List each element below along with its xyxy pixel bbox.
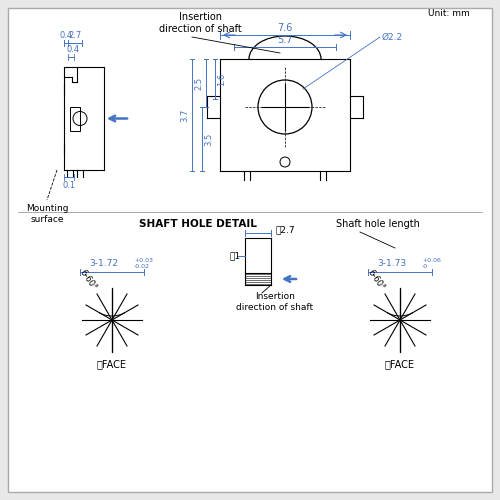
Text: 1.6: 1.6 xyxy=(218,72,226,86)
Text: +0.06: +0.06 xyxy=(422,258,441,264)
Bar xyxy=(70,106,80,130)
Text: 7.6: 7.6 xyxy=(278,23,292,33)
Text: 3.7: 3.7 xyxy=(180,108,190,122)
Text: ⒶFACE: ⒶFACE xyxy=(385,359,415,369)
Text: Insertion
direction of shaft: Insertion direction of shaft xyxy=(158,12,242,34)
Text: 0.4: 0.4 xyxy=(60,32,72,40)
Text: ⒷFACE: ⒷFACE xyxy=(97,359,127,369)
Text: Ⓑ2.7: Ⓑ2.7 xyxy=(275,226,294,234)
Text: 6-60°: 6-60° xyxy=(78,268,98,292)
Text: 3-1.73: 3-1.73 xyxy=(378,260,406,268)
Text: 2.7: 2.7 xyxy=(68,32,82,40)
Text: -0.02: -0.02 xyxy=(134,264,150,270)
Text: Ⓐ1: Ⓐ1 xyxy=(230,251,241,260)
Text: +0.03: +0.03 xyxy=(134,258,153,264)
Text: 3.5: 3.5 xyxy=(204,132,214,145)
Text: Mounting
surface: Mounting surface xyxy=(26,204,68,224)
Text: 6-60°: 6-60° xyxy=(366,268,386,292)
Text: 3-1.72: 3-1.72 xyxy=(90,260,118,268)
Text: Ø2.2: Ø2.2 xyxy=(382,32,403,42)
Text: 0.1: 0.1 xyxy=(62,180,76,190)
Text: 2.5: 2.5 xyxy=(194,76,203,90)
Text: Insertion
direction of shaft: Insertion direction of shaft xyxy=(236,292,314,312)
Text: 0.4: 0.4 xyxy=(66,46,80,54)
Text: Unit: mm: Unit: mm xyxy=(428,8,470,18)
Text: 5.7: 5.7 xyxy=(277,35,293,45)
Text: -0: -0 xyxy=(422,264,428,270)
Text: SHAFT HOLE DETAIL: SHAFT HOLE DETAIL xyxy=(139,219,257,229)
Text: Shaft hole length: Shaft hole length xyxy=(336,219,420,229)
